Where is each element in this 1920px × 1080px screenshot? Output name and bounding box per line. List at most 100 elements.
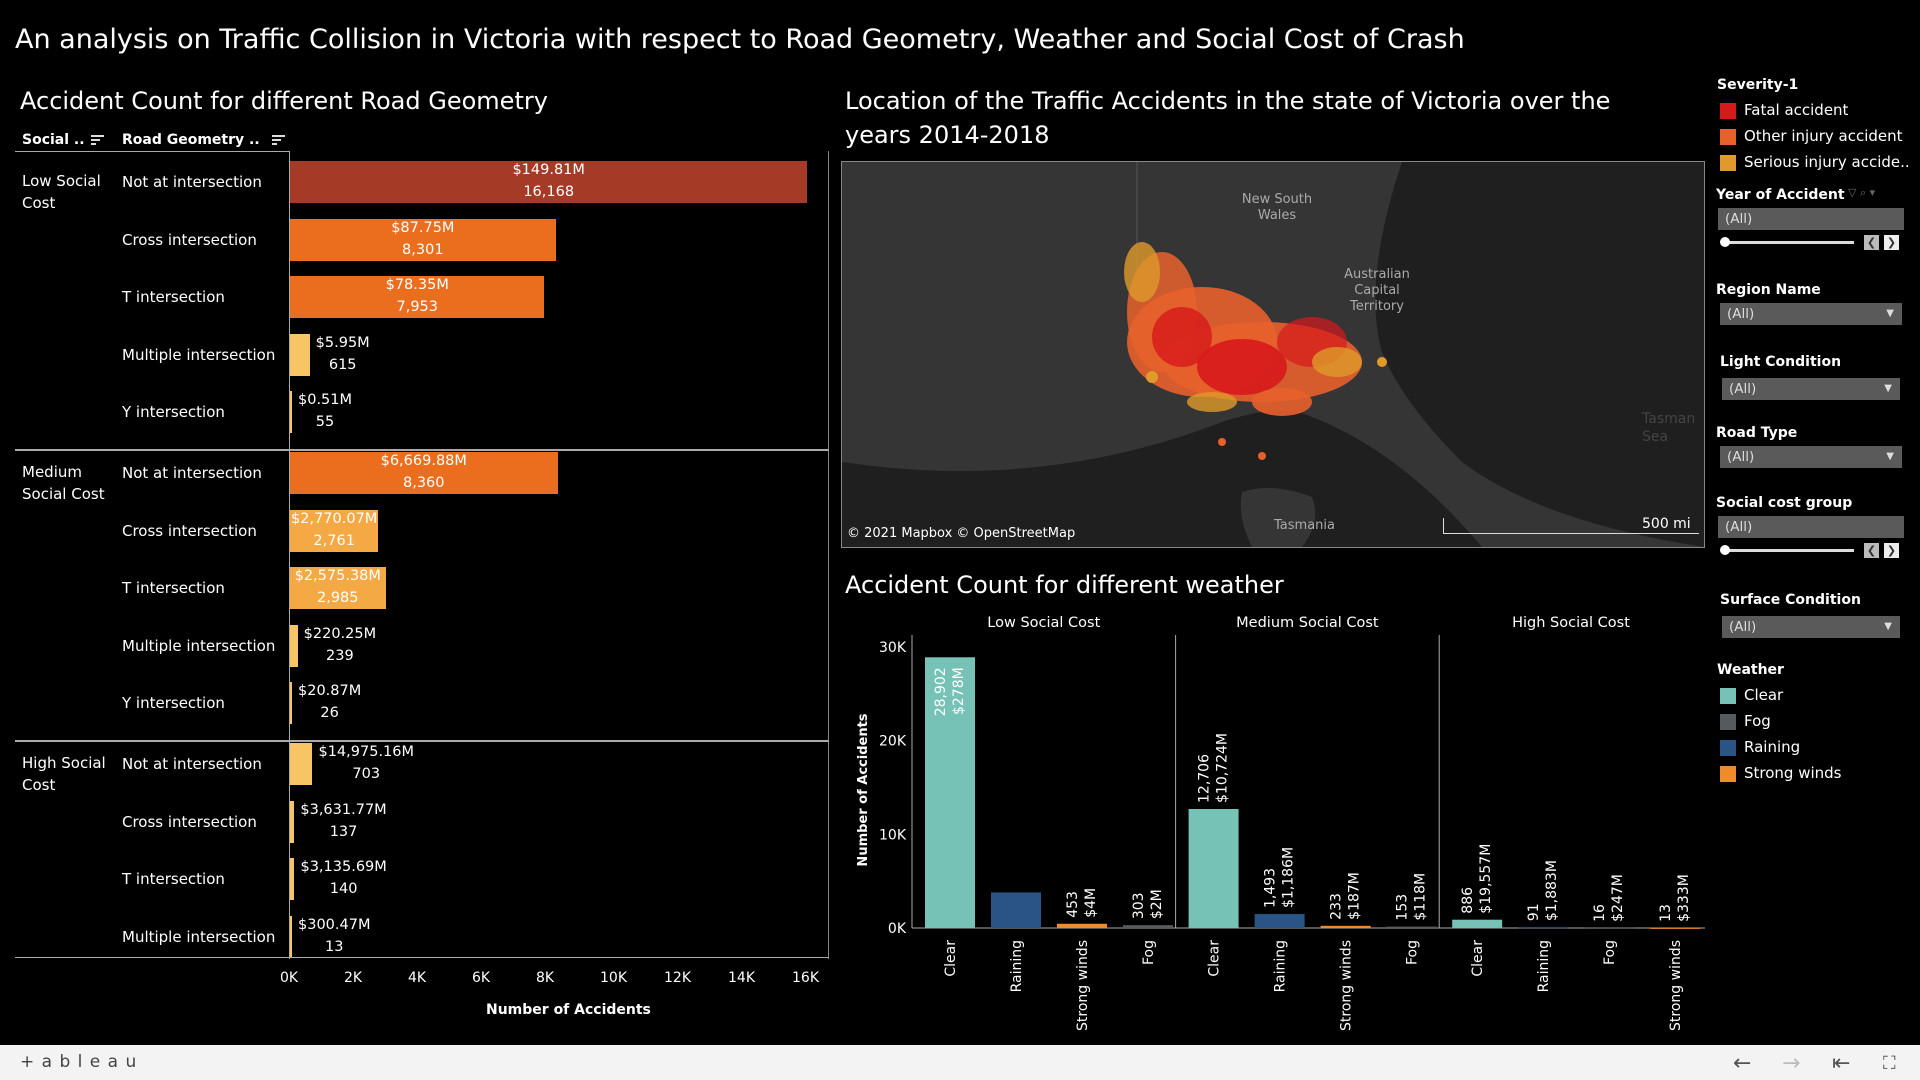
social-cost-prev-button[interactable]: ❮ [1864, 543, 1879, 558]
accident-count-value: 703 [352, 766, 381, 782]
geometry-axis-label: Number of Accidents [486, 1002, 651, 1018]
road-type-filter-dropdown[interactable]: (All) ▼ [1720, 446, 1902, 468]
map-attribution[interactable]: © 2021 Mapbox © OpenStreetMap [847, 526, 1076, 541]
year-next-button[interactable]: ❯ [1884, 235, 1899, 250]
social-cost-value: $2,575.38M [294, 568, 381, 585]
accident-count-value: 615 [328, 356, 357, 373]
y-tick-label: 30K [879, 640, 907, 656]
severity-legend-item[interactable]: Serious injury accide.. [1720, 153, 1910, 171]
redo-icon[interactable]: → [1782, 1051, 1801, 1076]
weather-bar[interactable] [1452, 919, 1503, 928]
social-cost-next-button[interactable]: ❯ [1884, 543, 1899, 558]
accident-count-value: 26 [320, 705, 339, 722]
accident-bar[interactable] [290, 218, 556, 261]
weather-bar[interactable] [1650, 927, 1701, 929]
sort-icon[interactable] [90, 134, 104, 146]
accident-bar[interactable] [290, 567, 386, 610]
weather-bar[interactable] [1123, 925, 1173, 928]
accident-map[interactable]: New South Wales Australian Capital Terri… [841, 161, 1705, 548]
accident-bar[interactable] [290, 624, 298, 667]
weather-bar[interactable] [1320, 925, 1371, 928]
accident-bar[interactable] [290, 276, 545, 319]
weather-bar[interactable] [1518, 927, 1569, 929]
weather-legend-item[interactable]: Fog [1720, 712, 1842, 730]
weather-cost-label: $19,557M [1478, 844, 1494, 914]
weather-bar[interactable] [925, 657, 975, 928]
social-cost-filter-input[interactable]: (All) [1718, 516, 1904, 538]
accident-count-value: 137 [329, 823, 358, 840]
social-cost-value: $5.95M [315, 334, 370, 351]
map-canvas [842, 162, 1704, 547]
accident-bar[interactable] [290, 333, 310, 376]
road-geometry-header[interactable]: Road Geometry .. [122, 132, 285, 148]
accident-bar[interactable] [290, 509, 379, 552]
social-cost-filter-value: (All) [1725, 519, 1753, 535]
tableau-logo[interactable]: + a b l e a u [20, 1052, 138, 1072]
sort-icon[interactable] [271, 134, 285, 146]
accident-bar[interactable] [290, 682, 292, 725]
road-geometry-label: Not at intersection [122, 755, 262, 773]
accident-bar[interactable] [290, 391, 292, 434]
light-filter-dropdown[interactable]: (All) ▼ [1722, 378, 1900, 400]
accident-bar[interactable] [290, 915, 292, 958]
fullscreen-icon[interactable]: ⛶ [1883, 1053, 1896, 1074]
y-tick-label: 0K [888, 921, 907, 937]
year-prev-button[interactable]: ❮ [1864, 235, 1879, 250]
weather-bar[interactable] [1584, 927, 1635, 929]
weather-cost-label: $247M [1610, 874, 1626, 922]
severity-legend-label: Fatal accident [1744, 101, 1849, 119]
accident-bar[interactable] [290, 743, 313, 785]
year-filter-value: (All) [1725, 211, 1753, 227]
axis-tick-label: 12K [664, 970, 691, 986]
accident-count-value: 16,168 [523, 184, 575, 200]
social-cost-header[interactable]: Social .. [22, 132, 104, 148]
weather-legend-label: Strong winds [1744, 764, 1842, 782]
year-slider-track[interactable] [1724, 241, 1854, 244]
social-cost-slider-track[interactable] [1724, 549, 1854, 552]
chevron-down-icon: ▼ [1884, 621, 1892, 632]
social-header-label: Social .. [22, 132, 85, 148]
map-label-nsw: New South Wales [1241, 192, 1313, 223]
map-scale-bar [1443, 518, 1699, 534]
weather-legend-item[interactable]: Raining [1720, 738, 1842, 756]
weather-bar[interactable] [1188, 808, 1239, 928]
weather-legend-item[interactable]: Clear [1720, 686, 1842, 704]
undo-icon[interactable]: ← [1733, 1051, 1752, 1076]
road-geometry-chart: Low Social Cost Not at intersection $149.8… [0, 0, 830, 1040]
geometry-chart-title: Accident Count for different Road Geomet… [20, 87, 548, 115]
chart-bottom-border [15, 957, 829, 958]
social-cost-value: $3,631.77M [300, 801, 387, 818]
chevron-down-icon: ▼ [1884, 383, 1892, 394]
accident-count-value: 55 [315, 414, 335, 431]
accident-count-value: 2,761 [313, 532, 355, 549]
social-cost-slider-handle[interactable] [1720, 545, 1730, 555]
year-slider-handle[interactable] [1720, 237, 1730, 247]
weather-count-label: 28,902 [933, 667, 949, 716]
weather-legend-swatch [1720, 713, 1736, 730]
accident-count-value: 8,360 [403, 475, 445, 491]
social-cost-value: $14,975.16M [318, 744, 415, 760]
region-filter-dropdown[interactable]: (All) ▼ [1720, 303, 1902, 325]
year-filter-input[interactable]: (All) [1718, 208, 1904, 230]
surface-filter-dropdown[interactable]: (All) ▼ [1722, 616, 1900, 638]
weather-count-label: 1,493 [1263, 868, 1279, 908]
accident-bar[interactable] [290, 452, 558, 494]
weather-bar[interactable] [1254, 914, 1305, 928]
weather-chart-svg: 30K 20K 10K 0K Number of Accidents Low Social… [856, 615, 1705, 1031]
filter-tools-icon[interactable]: ▽ ⌕ ▾ [1848, 186, 1876, 199]
severity-legend-item[interactable]: Other injury accident [1720, 127, 1910, 145]
weather-legend-swatch [1720, 765, 1736, 782]
accident-bar[interactable] [290, 161, 808, 203]
revert-icon[interactable]: ⇤ [1832, 1051, 1851, 1076]
road-geometry-label: Multiple intersection [122, 345, 276, 364]
road-geometry-label: Cross intersection [122, 521, 257, 540]
weather-bar[interactable] [1057, 923, 1107, 928]
severity-legend-item[interactable]: Fatal accident [1720, 101, 1910, 119]
weather-legend-item[interactable]: Strong winds [1720, 764, 1842, 782]
road-geometry-label: Multiple intersection [122, 636, 276, 655]
accident-bar[interactable] [290, 800, 295, 843]
accident-bar[interactable] [290, 858, 295, 901]
weather-bar[interactable] [1386, 926, 1437, 928]
social-cost-value: $300.47M [298, 916, 371, 933]
weather-bar[interactable] [991, 892, 1041, 928]
